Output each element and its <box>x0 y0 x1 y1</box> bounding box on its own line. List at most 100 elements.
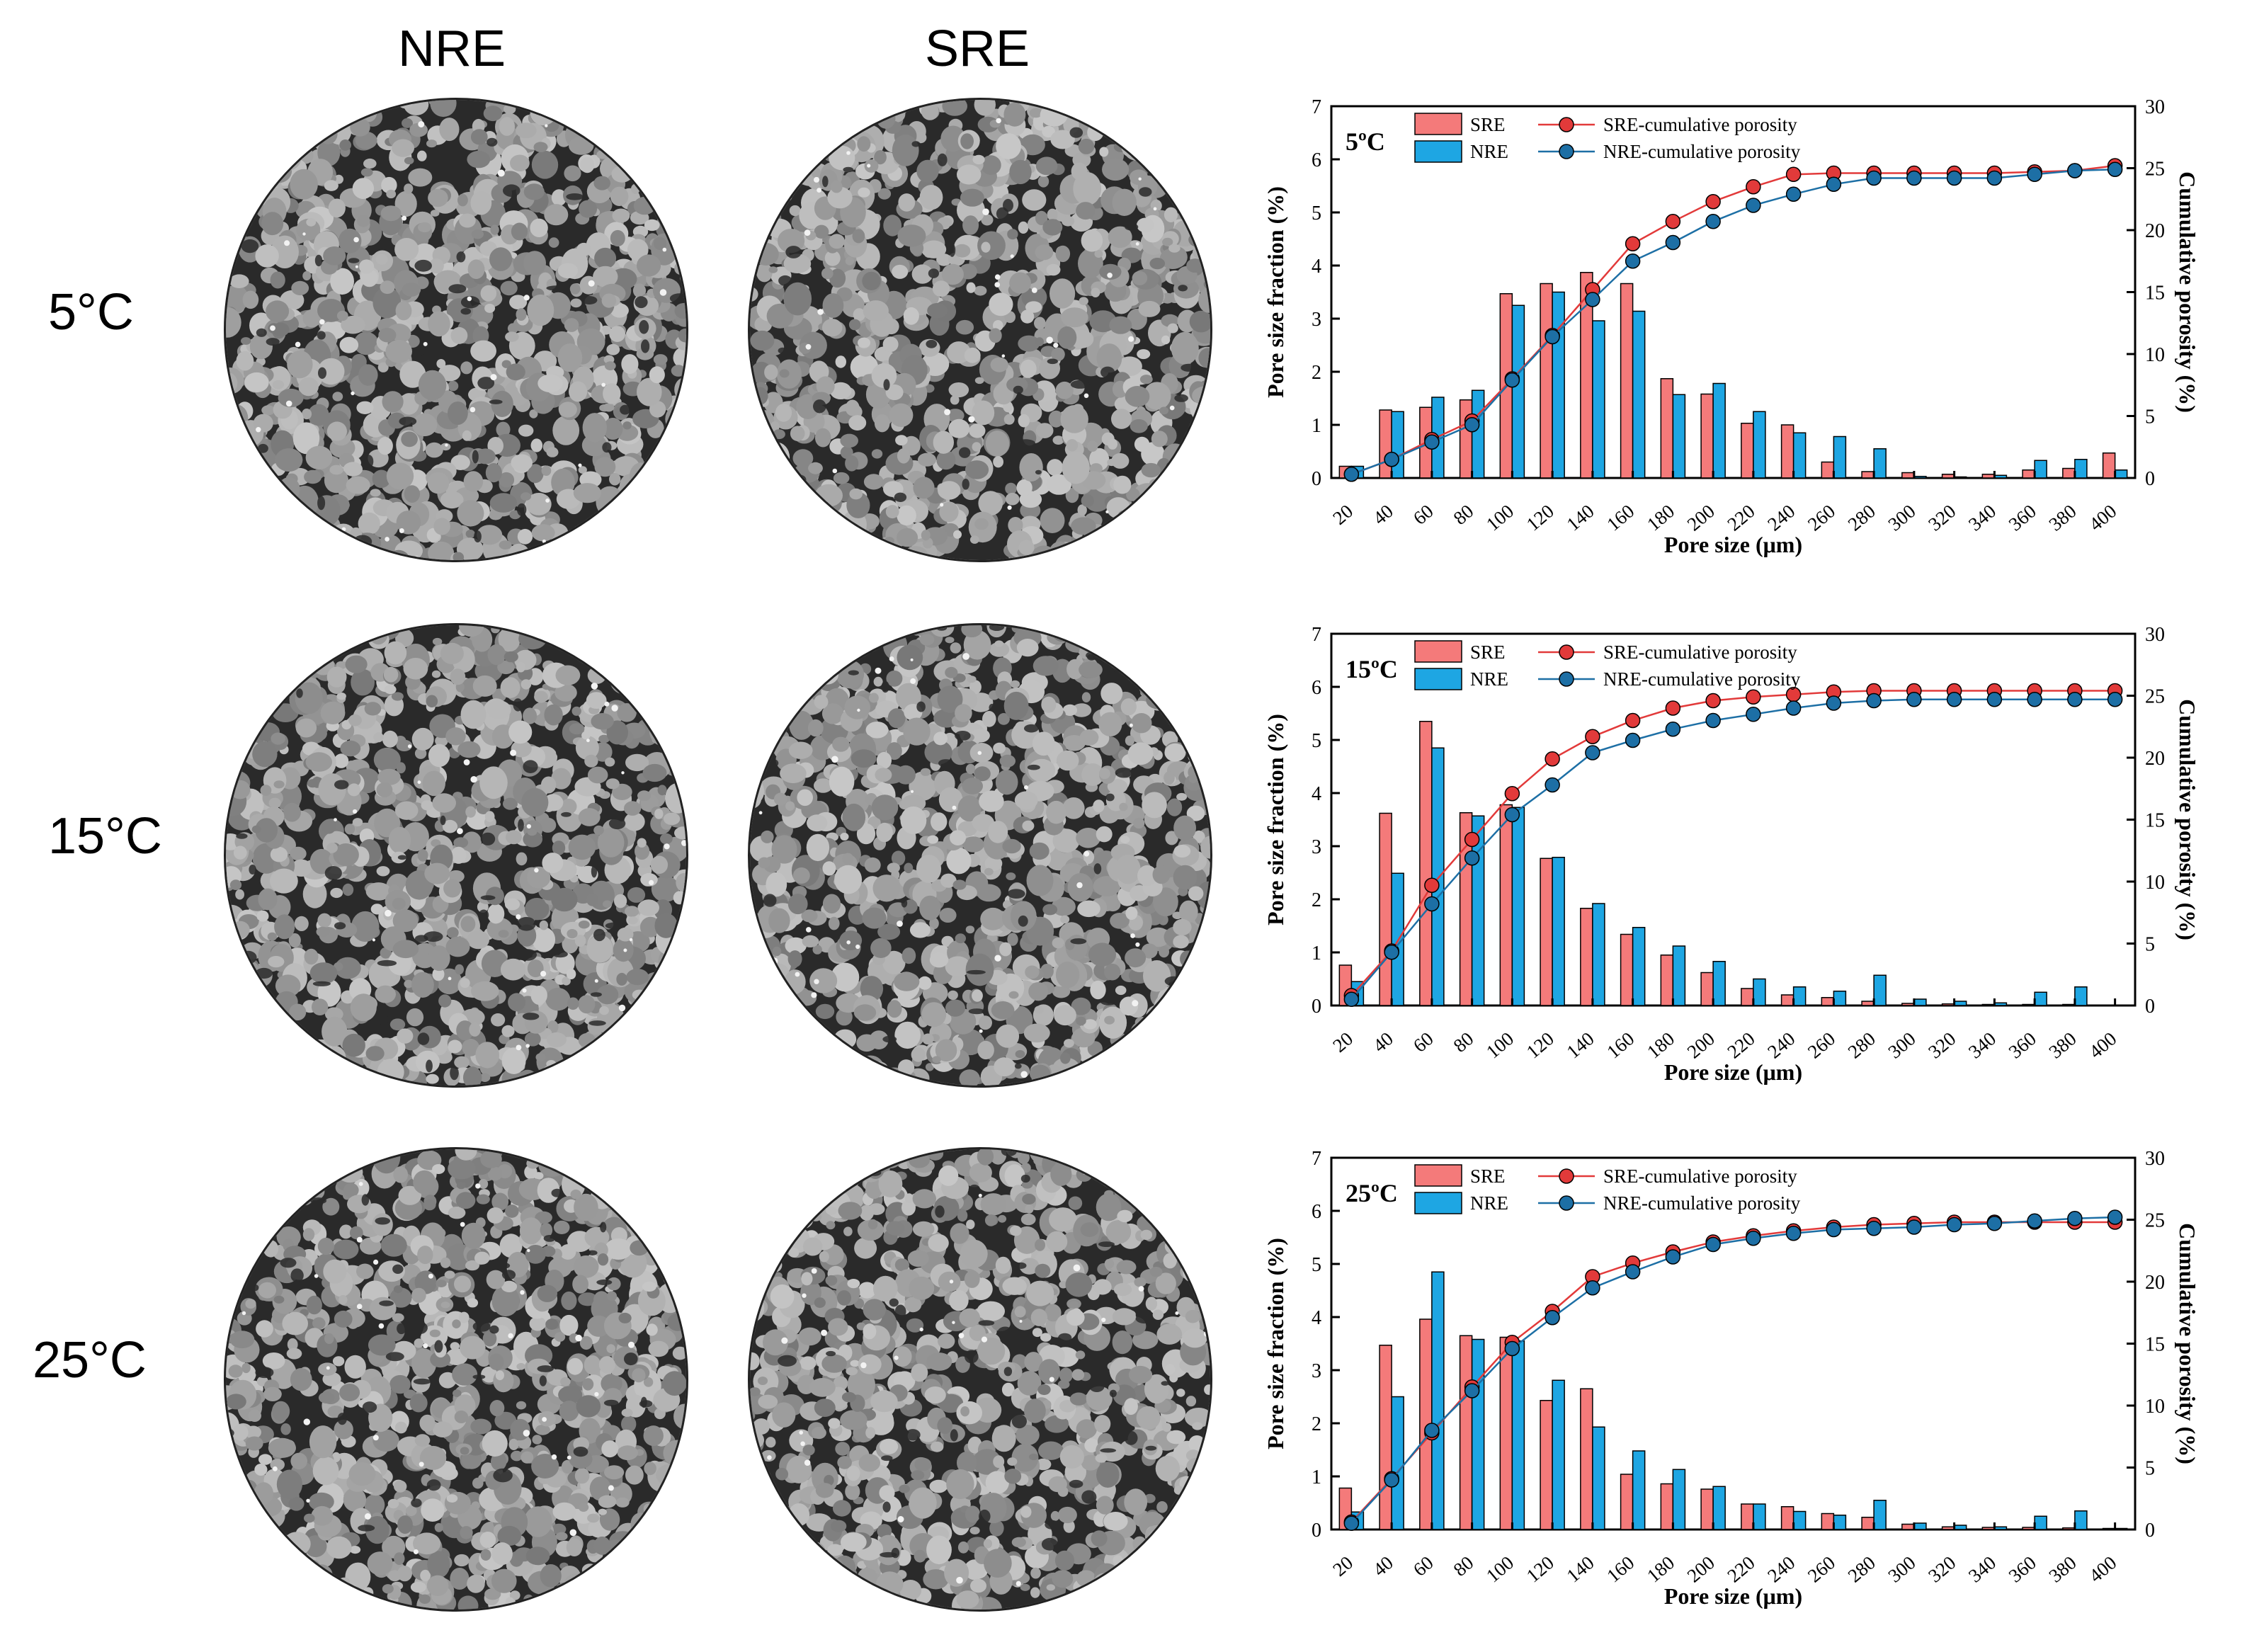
ct-particle <box>377 437 393 455</box>
ct-pore <box>1105 793 1115 802</box>
ct-particle <box>1149 100 1165 112</box>
ct-particle <box>1047 459 1064 477</box>
ct-particle <box>750 1025 764 1043</box>
ct-particle <box>758 1057 784 1079</box>
ct-particle <box>591 713 614 730</box>
ct-particle <box>758 1052 781 1073</box>
ct-particle <box>909 922 931 938</box>
ct-particle <box>309 848 334 875</box>
ct-pore <box>237 632 256 641</box>
ct-particle <box>659 1521 684 1550</box>
ct-particle <box>680 498 686 512</box>
ct-particle <box>919 185 943 210</box>
ct-particle <box>775 1066 794 1080</box>
ct-particle <box>1125 625 1145 643</box>
ct-particle <box>632 989 647 1001</box>
ct-particle <box>524 1032 541 1047</box>
ct-particle <box>1198 956 1210 969</box>
ct-particle <box>1040 103 1068 127</box>
ct-particle <box>775 994 797 1015</box>
ct-particle <box>681 778 686 785</box>
ct-particle <box>424 862 450 884</box>
ct-pore <box>239 950 257 964</box>
ct-particle <box>904 862 914 874</box>
ct-particle <box>1007 229 1018 240</box>
ct-particle <box>1189 310 1210 333</box>
ct-particle <box>586 692 607 709</box>
ct-pore <box>765 642 785 656</box>
ct-particle <box>527 959 544 978</box>
ct-particle <box>761 112 773 123</box>
ct-particle <box>303 625 324 636</box>
ct-particle <box>1159 945 1169 958</box>
ct-particle <box>258 888 278 911</box>
ct-particle <box>627 239 649 261</box>
ct-particle <box>237 535 249 550</box>
ct-particle <box>629 1008 642 1023</box>
ct-particle <box>1133 817 1145 829</box>
ct-particle <box>1087 123 1104 142</box>
ct-particle <box>765 706 778 719</box>
ct-particle <box>436 359 446 369</box>
ct-particle <box>1020 134 1045 156</box>
ct-particle <box>1097 627 1120 646</box>
ct-particle <box>330 268 354 295</box>
ct-particle <box>960 188 984 207</box>
ct-particle <box>241 337 251 345</box>
ct-particle <box>516 308 527 321</box>
ct-particle <box>491 786 501 797</box>
ct-particle <box>629 1009 650 1027</box>
ct-particle <box>857 136 871 152</box>
ct-particle <box>1188 638 1210 664</box>
ct-particle <box>756 178 768 188</box>
ct-particle <box>1199 196 1210 210</box>
ct-particle <box>611 1066 636 1086</box>
ct-particle <box>597 124 625 149</box>
ct-particle <box>601 511 624 536</box>
ct-particle <box>248 1409 261 1422</box>
ct-particle <box>261 100 278 114</box>
ct-particle <box>750 706 756 719</box>
ct-particle <box>1066 552 1083 560</box>
ct-particle <box>1170 701 1182 712</box>
ct-particle <box>404 183 414 194</box>
ct-bright-grain <box>227 211 231 215</box>
ct-particle <box>649 998 670 1015</box>
ct-particle <box>571 100 583 106</box>
ct-particle <box>1061 307 1088 328</box>
ct-particle <box>578 995 596 1014</box>
ct-pore <box>837 107 854 114</box>
ct-particle <box>1046 474 1072 495</box>
ct-particle <box>1005 492 1020 506</box>
ct-particle <box>1029 108 1043 118</box>
ct-particle <box>271 655 281 663</box>
ct-particle <box>570 298 582 308</box>
ct-particle <box>233 684 250 702</box>
ct-particle <box>889 403 914 427</box>
ct-particle <box>576 1153 594 1171</box>
ct-particle <box>921 102 939 120</box>
ct-pore <box>959 447 971 458</box>
ct-particle <box>244 372 269 393</box>
ct-particle <box>834 1029 857 1049</box>
ct-particle <box>242 290 259 309</box>
ct-particle <box>517 528 533 545</box>
ct-particle <box>750 946 763 969</box>
ct-particle <box>864 545 882 560</box>
ct-particle <box>1072 541 1084 552</box>
ct-particle <box>751 188 766 202</box>
ct-particle <box>291 656 303 668</box>
ct-particle <box>670 703 681 712</box>
ct-particle <box>624 812 645 831</box>
ct-particle <box>438 994 452 1008</box>
ct-pore <box>576 679 591 689</box>
ct-particle <box>933 731 948 746</box>
ct-particle <box>305 114 328 135</box>
ct-particle <box>750 625 773 639</box>
ct-particle <box>814 119 827 131</box>
ct-particle <box>750 440 767 463</box>
ct-particle <box>632 283 647 298</box>
ct-particle <box>594 625 618 642</box>
ct-particle <box>780 763 807 784</box>
ct-particle <box>759 171 780 190</box>
